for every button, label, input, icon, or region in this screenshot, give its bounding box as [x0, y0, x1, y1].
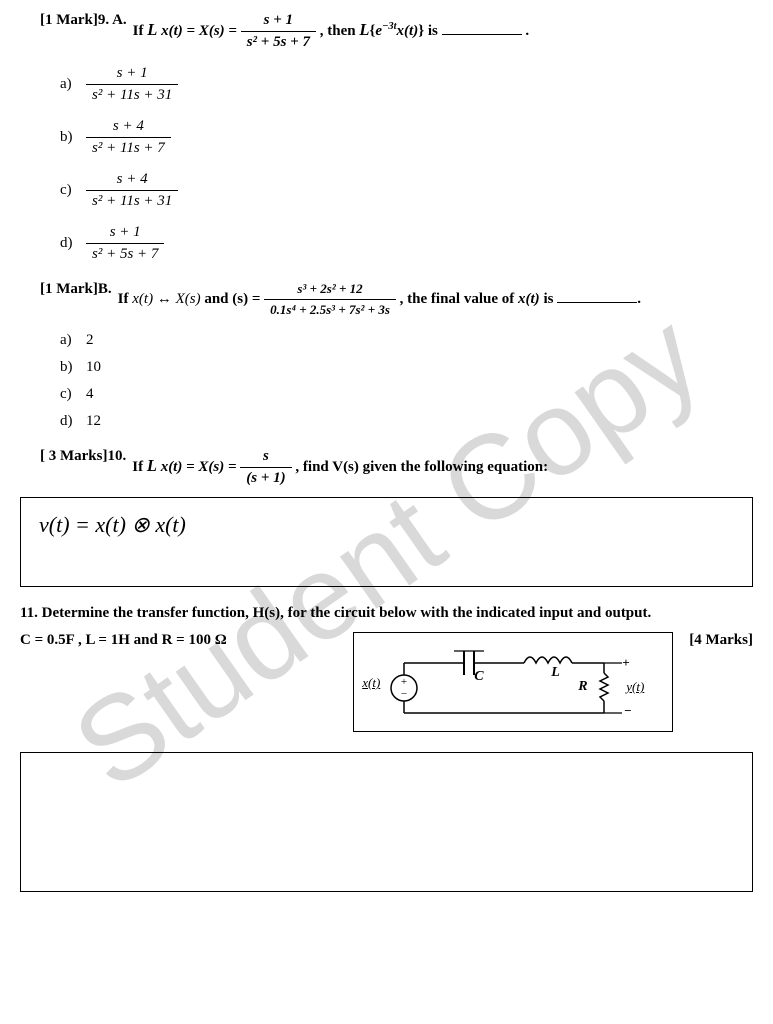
q9a-xt: x(t) — [397, 23, 419, 39]
question-11: 11. Determine the transfer function, H(s… — [20, 605, 753, 892]
q9b-lead: If — [118, 291, 129, 307]
q10-frac: s (s + 1) — [240, 448, 291, 487]
c9a2-den: s² + 11s + 31 — [86, 191, 178, 210]
choice-9a-c-label: c) — [60, 182, 86, 199]
c9b1-t: 10 — [86, 359, 101, 376]
q9a-lhs-expr: x(t) = X(s) = — [157, 23, 237, 39]
circuit-C: C — [474, 669, 483, 685]
q9b-trail: , the final value of — [400, 291, 518, 307]
c9a3-num: s + 1 — [86, 224, 164, 244]
c9b2-t: 4 — [86, 386, 94, 403]
svg-text:−: − — [401, 688, 407, 700]
circuit-L: L — [551, 665, 560, 681]
q11-params: C = 0.5F , L = 1H and R = 100 Ω — [20, 632, 227, 648]
choice-9b-b[interactable]: b)10 — [60, 359, 753, 376]
circuit-xt: x(t) — [362, 675, 380, 691]
choice-9b-a[interactable]: a)2 — [60, 332, 753, 349]
c9a3-den: s² + 5s + 7 — [86, 244, 164, 263]
q9a-e: e — [375, 23, 382, 39]
q9b-frac: s³ + 2s² + 12 0.1s⁴ + 2.5s³ + 7s² + 3s — [264, 281, 396, 318]
marks-11: [4 Marks] — [689, 632, 753, 649]
c9a1-num: s + 4 — [86, 118, 171, 138]
q9b-blank — [557, 302, 637, 303]
c9a2-num: s + 4 — [86, 171, 178, 191]
q9b-mid: and (s) = — [204, 291, 264, 307]
marks-10: [ 3 Marks] — [40, 448, 108, 465]
laplace-L-3: L — [147, 456, 157, 475]
q9b-pair: x(t) ↔ X(s) — [132, 291, 200, 307]
c9b3-l: d) — [60, 413, 86, 430]
qnum-10: 10. — [108, 448, 127, 465]
choice-9a-d-label: d) — [60, 235, 86, 252]
choice-9a-b-label: b) — [60, 129, 86, 146]
circuit-minus: − — [624, 703, 631, 719]
choice-9a-a[interactable]: a) s + 1s² + 11s + 31 — [60, 65, 753, 104]
qnum-9a: 9. A. — [98, 12, 127, 29]
marks-9b: [1 Mark] — [40, 281, 98, 298]
q9b-xt: x(t) — [518, 291, 540, 307]
q9b-closer: is — [540, 291, 558, 307]
q9b-period: . — [637, 291, 641, 307]
circuit-plus: + — [622, 655, 629, 671]
c9a0-num: s + 1 — [86, 65, 178, 85]
q10-num: s — [240, 448, 291, 468]
q10-expr: v(t) = x(t) ⊗ x(t) — [39, 512, 186, 537]
q9a-period: . — [525, 23, 529, 39]
q10-trail: , find V(s) given the following equation… — [295, 459, 548, 475]
q9a-exp: −3t — [382, 21, 397, 32]
q10-lhs-expr: x(t) = X(s) = — [157, 459, 237, 475]
q10-den: (s + 1) — [240, 468, 291, 487]
q10-lead: If — [132, 459, 143, 475]
q9a-closer: is — [428, 23, 438, 39]
q9b-num: s³ + 2s² + 12 — [264, 281, 396, 300]
circuit-diagram: + − x(t) C L R + y(t) − — [353, 632, 673, 732]
question-9a: [1 Mark] 9. A. If L x(t) = X(s) = s + 1 … — [20, 12, 753, 263]
question-9b: [1 Mark] B. If x(t) ↔ X(s) and (s) = s³ … — [20, 281, 753, 430]
question-10: [ 3 Marks] 10. If L x(t) = X(s) = s (s +… — [20, 448, 753, 587]
q9a-main-num: s + 1 — [241, 12, 316, 32]
laplace-L-1: L — [147, 20, 157, 39]
choice-9a-a-label: a) — [60, 76, 86, 93]
c9a1-den: s² + 11s + 7 — [86, 138, 171, 157]
c9b0-l: a) — [60, 332, 86, 349]
choice-9a-b[interactable]: b) s + 4s² + 11s + 7 — [60, 118, 753, 157]
choice-9a-d[interactable]: d) s + 1s² + 5s + 7 — [60, 224, 753, 263]
q9b-den: 0.1s⁴ + 2.5s³ + 7s² + 3s — [264, 300, 396, 318]
q9a-blank — [442, 34, 522, 35]
circuit-R: R — [578, 679, 587, 695]
q9a-lead: If — [133, 23, 144, 39]
circuit-yt: y(t) — [626, 679, 644, 695]
c9b3-t: 12 — [86, 413, 101, 430]
c9b1-l: b) — [60, 359, 86, 376]
c9b2-l: c) — [60, 386, 86, 403]
c9a0-den: s² + 11s + 31 — [86, 85, 178, 104]
svg-text:+: + — [401, 676, 407, 688]
laplace-L-2: L — [359, 20, 369, 39]
answer-box-10: v(t) = x(t) ⊗ x(t) — [20, 497, 753, 587]
choice-9b-d[interactable]: d)12 — [60, 413, 753, 430]
q9a-main-den: s² + 5s + 7 — [241, 32, 316, 51]
marks-9a: [1 Mark] — [40, 12, 98, 29]
choice-9b-c[interactable]: c)4 — [60, 386, 753, 403]
q9a-main-frac: s + 1 s² + 5s + 7 — [241, 12, 316, 51]
c9b0-t: 2 — [86, 332, 94, 349]
q11-stem: 11. Determine the transfer function, H(s… — [20, 605, 651, 621]
qnum-9b: B. — [98, 281, 112, 298]
choice-9a-c[interactable]: c) s + 4s² + 11s + 31 — [60, 171, 753, 210]
answer-box-11 — [20, 752, 753, 892]
q9a-trail: , then — [320, 23, 356, 39]
